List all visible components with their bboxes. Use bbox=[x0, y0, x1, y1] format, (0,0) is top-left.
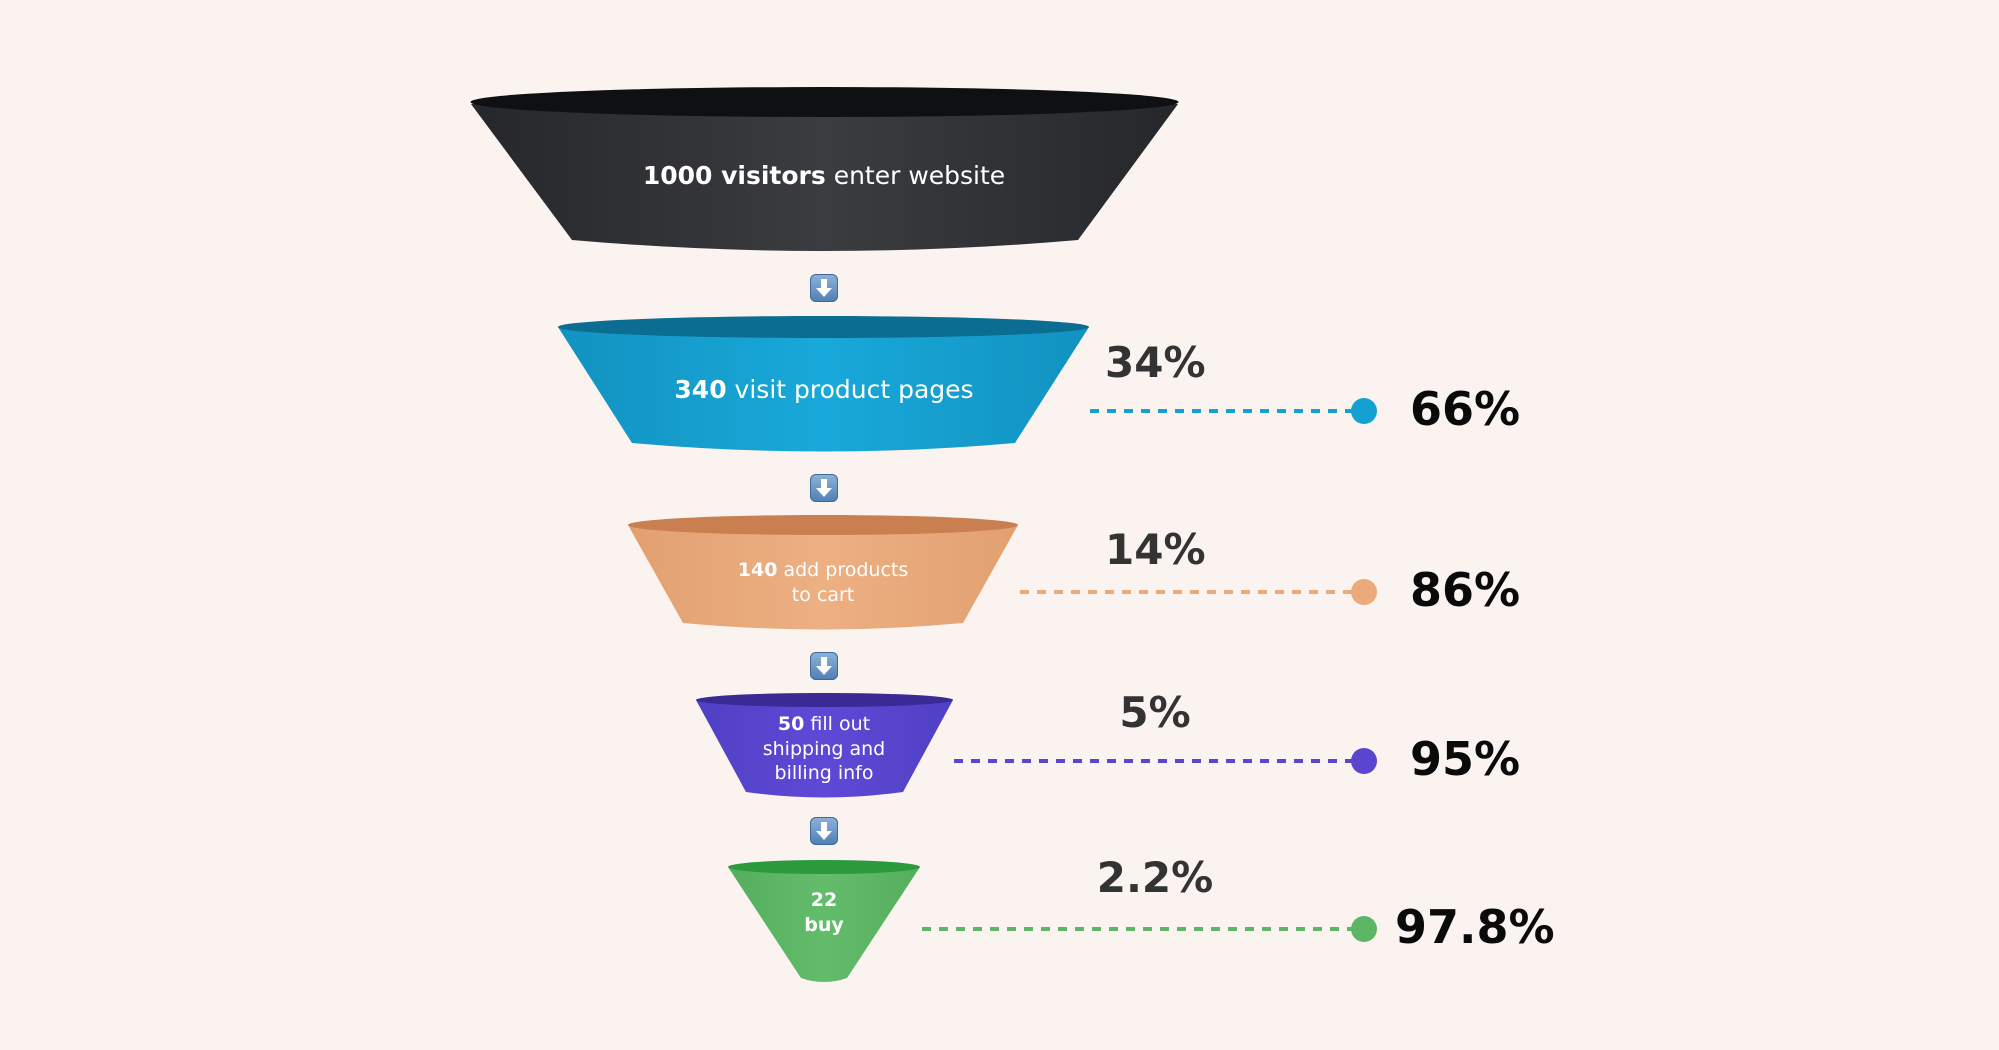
dropoff-percent: 97.8% bbox=[1395, 900, 1555, 954]
connector-buy bbox=[922, 916, 1377, 942]
dropoff-percent: 66% bbox=[1410, 382, 1521, 436]
funnel-stage-shipping bbox=[696, 693, 953, 798]
funnel-stage-body bbox=[728, 867, 920, 982]
stage-count: 22 bbox=[810, 889, 838, 911]
conversion-percent: 34% bbox=[1105, 338, 1206, 387]
stage-description: to cart bbox=[791, 583, 855, 606]
stage-label-shipping: 50 fill out shipping and billing info bbox=[724, 712, 924, 786]
funnel-stage-rim bbox=[628, 515, 1018, 535]
connector-shipping bbox=[954, 748, 1377, 774]
conversion-percent: 2.2% bbox=[1096, 853, 1214, 902]
funnel-stage-body bbox=[696, 700, 953, 798]
conversion-percent: 5% bbox=[1119, 688, 1191, 737]
conversion-percent: 14% bbox=[1105, 525, 1206, 574]
stage-description: buy bbox=[804, 913, 844, 936]
stage-label-buy: 22 buy bbox=[764, 888, 884, 937]
down-arrow-icon bbox=[810, 474, 838, 502]
funnel-stage-cart bbox=[628, 515, 1018, 630]
stage-count: 340 bbox=[674, 375, 727, 404]
stage-count: 1000 visitors bbox=[642, 161, 826, 190]
funnel-stage-rim bbox=[470, 87, 1179, 117]
funnel-stage-rim bbox=[728, 860, 920, 874]
funnel-stage-body bbox=[471, 104, 1178, 251]
connector-dot bbox=[1351, 579, 1377, 605]
stage-description: fill out bbox=[810, 713, 871, 735]
connector-cart bbox=[1020, 579, 1377, 605]
stage-label-visitors: 1000 visitors enter website bbox=[574, 160, 1074, 193]
connector-dot bbox=[1351, 748, 1377, 774]
stage-description: billing info bbox=[774, 762, 874, 785]
funnel-stage-rim bbox=[558, 316, 1089, 338]
funnel-stage-product-pages bbox=[558, 316, 1089, 452]
stage-label-cart: 140 add products to cart bbox=[673, 558, 973, 607]
dropoff-percent: 95% bbox=[1410, 732, 1521, 786]
connector-dot bbox=[1351, 398, 1377, 424]
down-arrow-icon bbox=[810, 817, 838, 845]
funnel-stage-body bbox=[628, 525, 1018, 630]
stage-description: enter website bbox=[833, 161, 1006, 190]
stage-description: add products bbox=[783, 559, 909, 581]
stage-count: 50 bbox=[777, 713, 805, 735]
funnel-stage-body bbox=[558, 327, 1089, 452]
stage-label-product-pages: 340 visit product pages bbox=[624, 374, 1024, 407]
stage-count: 140 bbox=[737, 559, 778, 581]
funnel-stage-rim bbox=[696, 693, 953, 707]
down-arrow-icon bbox=[810, 652, 838, 680]
funnel-stage-visitors bbox=[470, 87, 1179, 251]
down-arrow-icon bbox=[810, 274, 838, 302]
dropoff-percent: 86% bbox=[1410, 563, 1521, 617]
connector-product-pages bbox=[1090, 398, 1377, 424]
connector-dot bbox=[1351, 916, 1377, 942]
stage-description: shipping and bbox=[762, 737, 886, 760]
stage-description: visit product pages bbox=[734, 375, 974, 404]
funnel-stage-buy bbox=[728, 860, 920, 982]
